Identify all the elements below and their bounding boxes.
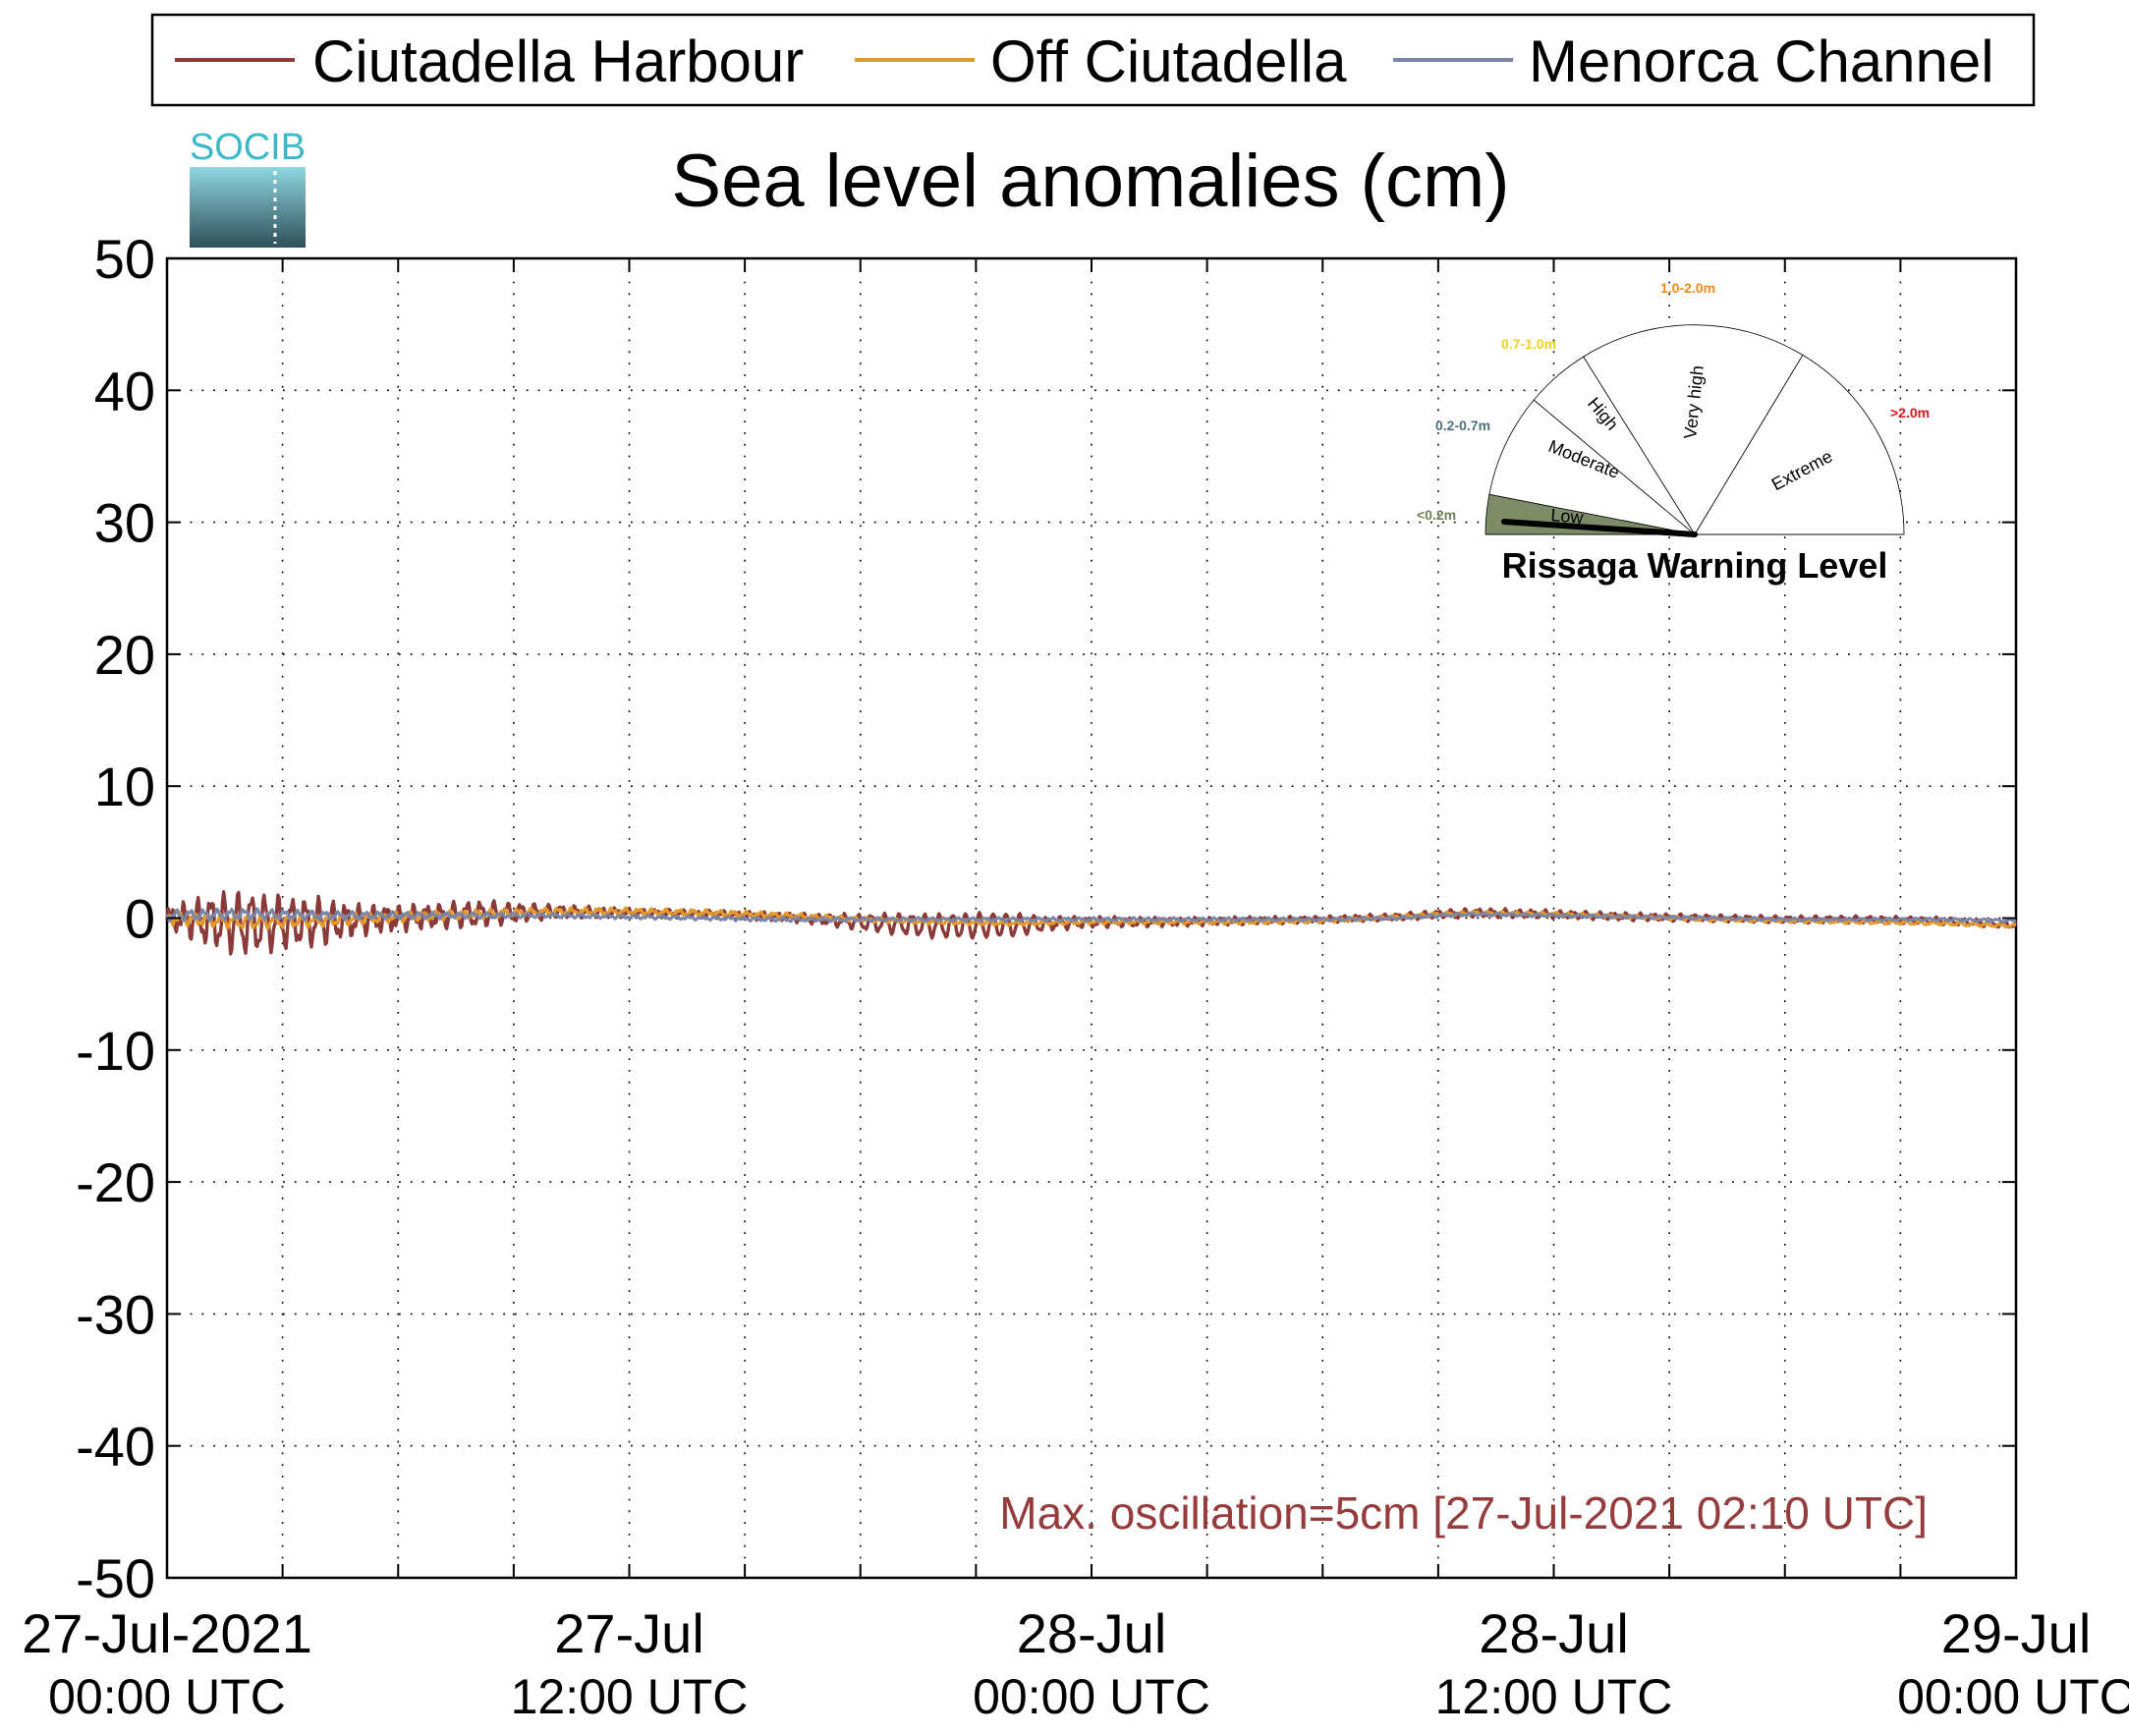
- gauge-range-low: <0.2m: [1417, 507, 1456, 523]
- legend-box: [150, 13, 2036, 107]
- y-tick-label: -20: [76, 1151, 155, 1213]
- legend-item-menorca-channel: Menorca Channel: [1393, 28, 1994, 94]
- x-tick-label: 27-Jul-2021: [22, 1602, 312, 1664]
- x-tick-label: 29-Jul: [1941, 1602, 2092, 1664]
- x-tick-sublabel: 00:00 UTC: [973, 1669, 1210, 1724]
- logo-wave-icon: [190, 167, 306, 248]
- rissaga-warning-gauge: Low Moderate High Very high Extreme <0.2…: [1417, 280, 1930, 586]
- x-tick-sublabel: 00:00 UTC: [48, 1669, 286, 1724]
- y-tick-label: 40: [94, 360, 155, 421]
- series-line-menorca-channel: [165, 907, 2017, 924]
- logo-text: SOCIB: [190, 127, 306, 168]
- gauge-segment-extreme: [1694, 354, 1905, 535]
- series-layer: [165, 890, 2018, 956]
- gauge-title: Rissaga Warning Level: [1502, 545, 1888, 586]
- y-tick-label: -10: [76, 1020, 155, 1082]
- socib-logo: SOCIB: [190, 127, 306, 248]
- gauge-needle: [1501, 519, 1698, 537]
- x-tick-sublabel: 12:00 UTC: [1435, 1669, 1673, 1724]
- gauge-range-high: 0.7-1.0m: [1501, 336, 1556, 352]
- x-tick-label: 28-Jul: [1017, 1602, 1167, 1664]
- x-tick-label: 27-Jul: [554, 1602, 704, 1664]
- y-axis: 50 40 30 20 10 0 -10 -20 -30 -40 -50: [76, 228, 2016, 1609]
- y-tick-label: 30: [94, 492, 155, 554]
- y-tick-label: -30: [76, 1283, 155, 1345]
- y-tick-label: 20: [94, 624, 155, 686]
- legend: Ciutadella Harbour Off Ciutadella Menorc…: [150, 13, 2036, 107]
- x-tick-sublabel: 00:00 UTC: [1897, 1669, 2129, 1724]
- x-tick-label: 28-Jul: [1479, 1602, 1629, 1664]
- gauge-range-moderate: 0.2-0.7m: [1435, 418, 1490, 433]
- max-oscillation-annotation: Max. oscillation=5cm [27-Jul-2021 02:10 …: [999, 1487, 1928, 1539]
- gauge-label-low: Low: [1550, 505, 1586, 528]
- legend-item-ciutadella-harbour: Ciutadella Harbour: [175, 28, 804, 94]
- y-tick-label: 10: [94, 756, 155, 817]
- chart-title: Sea level anomalies (cm): [671, 140, 1509, 223]
- y-tick-label: 0: [125, 888, 155, 950]
- legend-label-menorca-channel: Menorca Channel: [1529, 28, 1994, 94]
- y-tick-label: 50: [94, 228, 155, 290]
- legend-label-off-ciutadella: Off Ciutadella: [990, 28, 1347, 94]
- gauge-range-very-high: 1.0-2.0m: [1660, 280, 1715, 296]
- gauge-range-extreme: >2.0m: [1890, 405, 1930, 420]
- series-line-ciutadella-harbour: [165, 890, 2018, 956]
- gauge-segment-very-high: [1583, 324, 1804, 535]
- y-tick-label: -40: [76, 1416, 155, 1478]
- y-tick-label: -50: [76, 1547, 155, 1609]
- legend-label-ciutadella-harbour: Ciutadella Harbour: [312, 28, 804, 94]
- gauge-segment-moderate: [1488, 399, 1696, 535]
- x-tick-sublabel: 12:00 UTC: [511, 1669, 749, 1724]
- legend-item-off-ciutadella: Off Ciutadella: [855, 28, 1347, 94]
